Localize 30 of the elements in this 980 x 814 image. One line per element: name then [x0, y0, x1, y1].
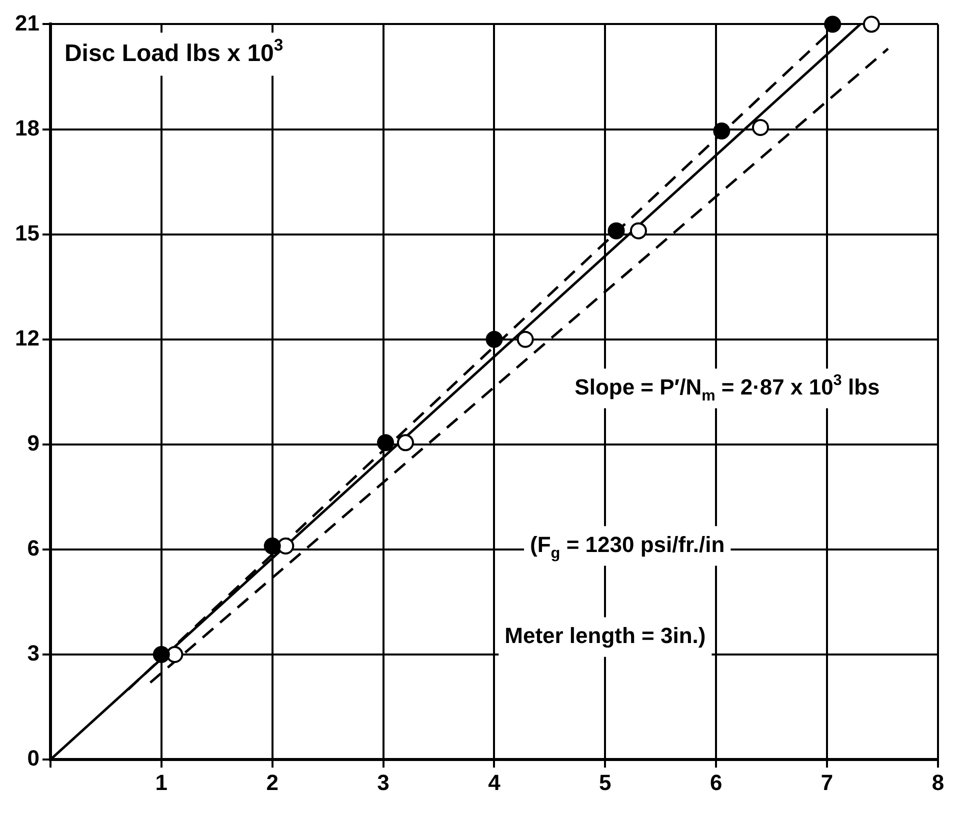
x-tick-label: 7	[820, 770, 834, 795]
point	[486, 330, 503, 348]
y-tick-label: 3	[27, 640, 40, 666]
point	[752, 119, 769, 136]
point	[396, 434, 414, 452]
x-tick-label: 3	[377, 770, 390, 795]
x-tick-label: 8	[932, 770, 944, 795]
point	[152, 646, 170, 664]
x-tick-label: 4	[488, 770, 502, 795]
point	[264, 537, 281, 554]
x-tick-label: 6	[710, 770, 722, 795]
point	[630, 222, 647, 240]
point	[862, 16, 880, 33]
y-tick-label: 9	[27, 430, 40, 456]
y-tick-label: 12	[14, 325, 40, 350]
y-tick-label: 21	[14, 10, 40, 36]
point	[608, 222, 625, 240]
point	[516, 330, 534, 348]
point	[377, 434, 394, 452]
annotation: Meter length = 3in.)	[504, 623, 706, 648]
x-tick-label: 2	[266, 770, 278, 795]
point	[713, 122, 730, 140]
y-tick-label: 15	[14, 220, 40, 246]
x-tick-label: 1	[155, 770, 168, 795]
point	[824, 16, 842, 33]
x-tick-label: 5	[599, 770, 612, 795]
y-tick-label: 18	[14, 115, 40, 140]
point	[277, 537, 294, 554]
y-tick-label: 6	[27, 536, 40, 561]
y-tick-label: 0	[27, 746, 40, 771]
